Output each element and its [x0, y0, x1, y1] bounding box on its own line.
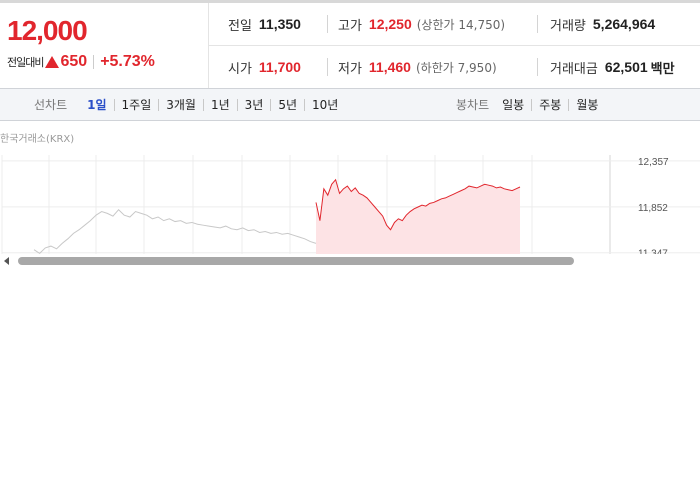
tab-1year[interactable]: 1년: [210, 98, 230, 112]
high-label: 고가: [338, 18, 362, 34]
chart-tab-bar: 선차트 1일 1주일 3개월 1년 3년 5년 10년 봉차트 일봉 주봉 월봉: [0, 88, 700, 121]
divider: [537, 15, 538, 33]
intraday-chart: 12,357 11,852 11,347: [1, 155, 700, 254]
low-value: 11,460: [368, 59, 411, 75]
volume-label: 거래량: [550, 18, 586, 34]
change-value: 650: [60, 53, 88, 70]
tab-separator: [113, 98, 115, 111]
tab-separator: [158, 98, 160, 111]
low-label: 저가: [338, 61, 362, 77]
prev-close-label: 전일: [228, 18, 252, 34]
tab-1week[interactable]: 1주일: [121, 98, 152, 112]
divider: [537, 58, 538, 76]
tab-3month[interactable]: 3개월: [166, 98, 196, 112]
candle-chart-title: 봉차트: [456, 98, 490, 112]
divider: [327, 58, 328, 76]
y-tick-label: 11,852: [638, 203, 668, 214]
line-chart-title: 선차트: [34, 98, 68, 112]
stats-table: 전일 11,350 고가 12,250 (상한가 14,750) 거래량 5,2…: [209, 3, 700, 88]
scrollbar-thumb[interactable]: [18, 257, 574, 265]
tab-separator: [568, 98, 570, 111]
tab-1day[interactable]: 1일: [87, 98, 107, 112]
top-strip: [0, 0, 700, 3]
candle-chart-tabs: 봉차트 일봉 주봉 월봉: [456, 89, 605, 120]
current-price: 12,000: [7, 15, 88, 46]
prev-day-line: [33, 209, 317, 254]
change-row: 전일대비 650 +5.73%: [7, 53, 155, 71]
open-label: 시가: [228, 61, 252, 77]
tab-separator: [304, 98, 306, 111]
up-triangle-icon: [45, 56, 60, 68]
prev-close-value: 11,350: [258, 16, 301, 32]
upper-limit: (상한가 14,750): [416, 17, 506, 32]
price-summary: 12,000 전일대비 650 +5.73%: [0, 3, 209, 88]
change-rate: +5.73%: [100, 53, 155, 70]
high-cell: 고가 12,250 (상한가 14,750): [338, 3, 505, 45]
change-label: 전일대비: [7, 56, 44, 69]
high-value: 12,250: [368, 16, 412, 32]
tab-10year[interactable]: 10년: [312, 98, 339, 112]
change-divider: [93, 55, 95, 69]
tab-3year[interactable]: 3년: [244, 98, 264, 112]
tab-5year[interactable]: 5년: [278, 98, 298, 112]
amount-unit: 백만: [650, 61, 675, 77]
today-price-line: [315, 178, 521, 231]
tab-separator: [202, 98, 204, 111]
y-tick-label: 11,347: [638, 249, 668, 254]
amount-value: 62,501: [604, 59, 648, 75]
lower-limit: (하한가 7,950): [415, 60, 497, 75]
tab-separator: [531, 98, 533, 111]
line-chart-tabs: 선차트 1일 1주일 3개월 1년 3년 5년 10년: [34, 89, 345, 120]
volume-cell: 거래량 5,264,964: [550, 3, 655, 45]
today-area-fill: [316, 179, 520, 254]
amount-cell: 거래대금 62,501 백만: [550, 46, 675, 88]
tab-separator: [236, 98, 238, 111]
tab-weekly-candle[interactable]: 주봉: [539, 98, 562, 112]
open-value: 11,700: [258, 59, 301, 75]
stats-row-1: 전일 11,350 고가 12,250 (상한가 14,750) 거래량 5,2…: [209, 3, 700, 46]
tab-separator: [270, 98, 272, 111]
low-cell: 저가 11,460 (하한가 7,950): [338, 46, 497, 88]
volume-value: 5,264,964: [592, 16, 656, 32]
open-cell: 시가 11,700: [228, 46, 301, 88]
y-axis-labels: 12,357 11,852 11,347: [638, 157, 669, 254]
tab-daily-candle[interactable]: 일봉: [502, 98, 525, 112]
tab-monthly-candle[interactable]: 월봉: [576, 98, 599, 112]
amount-label: 거래대금: [550, 61, 598, 77]
exchange-label: 한국거래소(KRX): [0, 134, 75, 145]
scroll-left-arrow[interactable]: [4, 257, 9, 265]
stats-row-2: 시가 11,700 저가 11,460 (하한가 7,950) 거래대금 62,…: [209, 46, 700, 88]
divider: [327, 15, 328, 33]
prev-close-cell: 전일 11,350: [228, 3, 301, 45]
y-tick-label: 12,357: [638, 157, 669, 168]
